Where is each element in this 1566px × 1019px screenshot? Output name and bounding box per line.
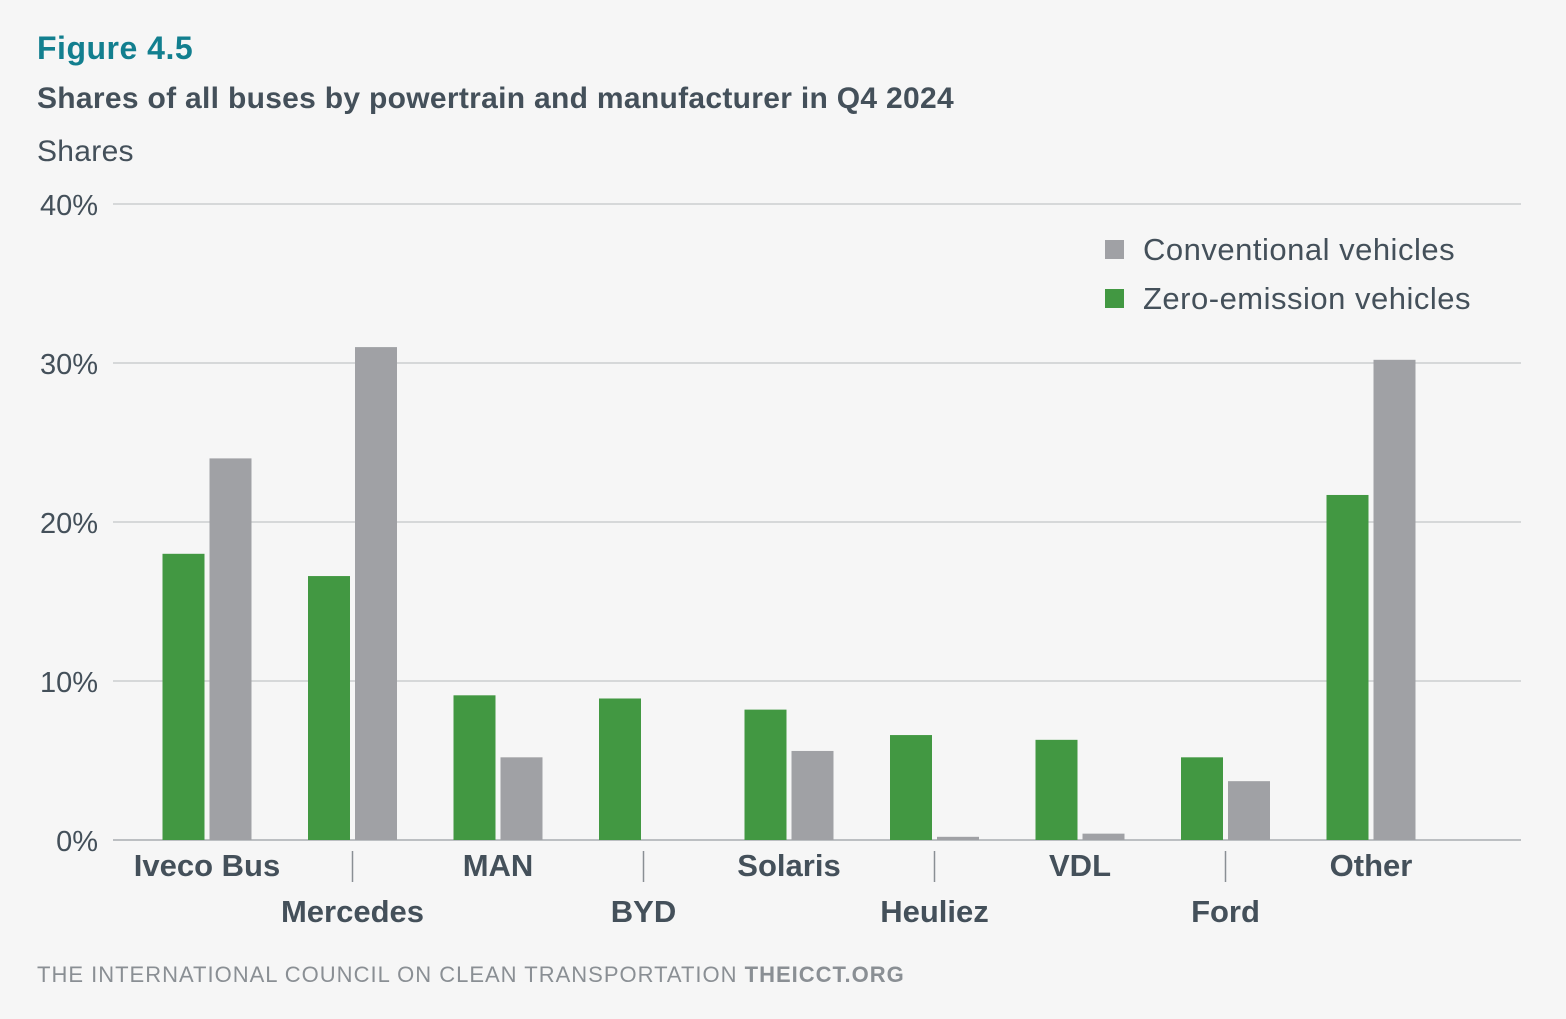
y-tick-label: 20% bbox=[40, 508, 98, 540]
bar-conventional bbox=[937, 836, 979, 840]
bar-zero-emission bbox=[1035, 739, 1078, 840]
bar-zero-emission bbox=[1181, 757, 1223, 840]
footer: THE INTERNATIONAL COUNCIL ON CLEAN TRANS… bbox=[37, 962, 905, 988]
y-tick-label: 0% bbox=[56, 826, 98, 858]
y-tick-label: 30% bbox=[40, 349, 98, 381]
legend-swatch-zero-emission bbox=[1105, 289, 1124, 308]
y-tick-label: 40% bbox=[40, 190, 98, 222]
x-tick-label: MAN bbox=[463, 848, 534, 883]
footer-site: THEICCT.ORG bbox=[744, 962, 905, 987]
x-tick-label: Solaris bbox=[737, 848, 840, 883]
bar-conventional bbox=[1228, 781, 1270, 840]
bar-conventional bbox=[355, 347, 397, 840]
bar-zero-emission bbox=[453, 695, 496, 840]
bar-conventional bbox=[1373, 359, 1416, 840]
legend-swatch-conventional bbox=[1105, 240, 1124, 259]
bar-zero-emission bbox=[599, 698, 641, 840]
x-tick-label: VDL bbox=[1049, 848, 1111, 883]
x-tick-label: Ford bbox=[1191, 894, 1260, 929]
footer-org: THE INTERNATIONAL COUNCIL ON CLEAN TRANS… bbox=[37, 962, 738, 987]
legend-item-zero-emission: Zero-emission vehicles bbox=[1105, 274, 1471, 323]
x-tick-label: BYD bbox=[611, 894, 676, 929]
y-axis-label: Shares bbox=[37, 135, 134, 168]
y-tick-labels: 0% 10% 20% 30% 40% bbox=[40, 190, 98, 858]
x-tick-label: Other bbox=[1330, 848, 1413, 883]
bar-zero-emission bbox=[890, 735, 932, 840]
legend-item-conventional: Conventional vehicles bbox=[1105, 225, 1471, 274]
x-tick-label: Mercedes bbox=[281, 894, 424, 929]
figure-label: Figure 4.5 bbox=[37, 30, 194, 66]
bar-zero-emission bbox=[744, 709, 787, 840]
bars bbox=[162, 347, 1416, 840]
legend-label-conventional: Conventional vehicles bbox=[1143, 231, 1456, 267]
bar-zero-emission bbox=[1326, 494, 1369, 840]
bar-zero-emission bbox=[308, 576, 350, 840]
y-tick-label: 10% bbox=[40, 667, 98, 699]
chart-title: Shares of all buses by powertrain and ma… bbox=[37, 82, 954, 115]
legend-label-zero-emission: Zero-emission vehicles bbox=[1143, 280, 1471, 316]
bar-zero-emission bbox=[162, 553, 205, 840]
x-tick-label: Iveco Bus bbox=[134, 848, 280, 883]
x-tick-label: Heuliez bbox=[880, 894, 989, 929]
bar-conventional bbox=[500, 757, 543, 840]
legend: Conventional vehicles Zero-emission vehi… bbox=[1105, 225, 1471, 323]
bar-conventional bbox=[209, 458, 252, 840]
bar-conventional bbox=[1082, 833, 1125, 840]
bar-conventional bbox=[791, 750, 834, 840]
